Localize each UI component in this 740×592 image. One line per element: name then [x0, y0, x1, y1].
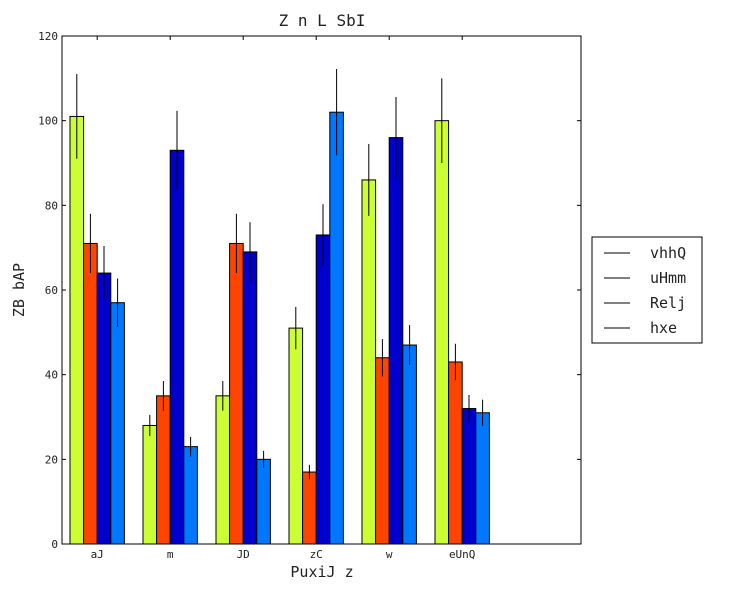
x-axis-label: PuxiJ z [290, 563, 353, 581]
legend-label: vhhQ [650, 244, 686, 262]
x-tick-label: w [386, 548, 393, 561]
bar [229, 242, 244, 545]
bar [402, 344, 417, 545]
y-tick-label: 40 [45, 369, 58, 382]
legend: vhhQ uHmm Relj hxe [591, 236, 703, 344]
bar [434, 120, 450, 545]
y-tick-label: 100 [38, 115, 58, 128]
bar [288, 327, 304, 545]
bar [375, 357, 390, 545]
bar [110, 302, 125, 545]
y-tick-label: 120 [38, 30, 58, 43]
legend-label: Relj [650, 294, 686, 312]
y-tick-label: 0 [51, 538, 58, 551]
bar [302, 471, 317, 545]
bar [215, 395, 231, 545]
y-tick-label: 80 [45, 199, 58, 212]
x-tick-label: aJ [91, 548, 104, 561]
x-tick-label: JD [237, 548, 250, 561]
bar [183, 446, 198, 545]
chart-title: Z n L SbI [279, 11, 366, 30]
x-tick-label: eUnQ [449, 548, 476, 561]
bar [142, 424, 158, 545]
bar [242, 251, 258, 545]
plot-area: 0 20 40 60 80 100 120 aJ m JD zC w eUnQ [38, 30, 582, 561]
y-tick-label: 60 [45, 284, 58, 297]
bar [169, 149, 185, 545]
legend-label: uHmm [650, 269, 686, 287]
bar [96, 272, 112, 545]
x-tick-label: m [167, 548, 174, 561]
bar [256, 458, 271, 545]
bar [83, 242, 98, 545]
bar [361, 179, 377, 545]
bar [329, 111, 344, 545]
bar [475, 412, 490, 545]
y-tick-label: 20 [45, 453, 58, 466]
y-axis-label: ZB bAP [10, 263, 28, 317]
bar [69, 115, 85, 545]
bar [156, 395, 171, 545]
bar [315, 234, 331, 545]
bar [448, 361, 463, 545]
legend-box [591, 236, 703, 344]
bar [388, 137, 404, 545]
legend-label: hxe [650, 319, 677, 337]
bar [461, 408, 477, 545]
x-tick-label: zC [310, 548, 323, 561]
